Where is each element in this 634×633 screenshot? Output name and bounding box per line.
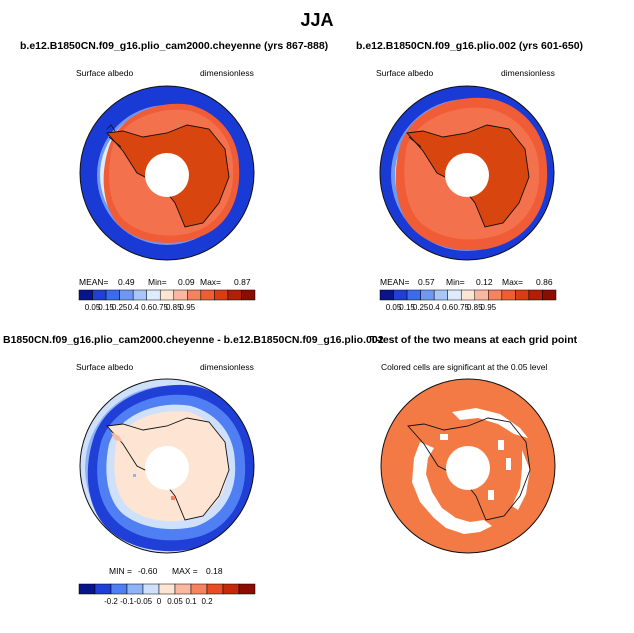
albedo-map-top-left: [79, 85, 255, 261]
colorbar-tick-label: 0: [157, 597, 162, 606]
stat-min-top-left: 0.09: [178, 277, 195, 287]
colorbar-swatch: [528, 289, 543, 301]
colorbar-swatch: [238, 583, 256, 595]
colorbar-swatch: [105, 289, 120, 301]
units-label-top-right: dimensionless: [501, 68, 555, 78]
colorbar-swatch: [142, 583, 160, 595]
colorbar-swatch: [447, 289, 462, 301]
colorbar-swatch: [173, 289, 188, 301]
colorbar-swatch: [515, 289, 530, 301]
stat-max-top-left: 0.87: [234, 277, 251, 287]
colorbar-top-left: 0.050.150.25 0.4 0.6 0.750.850.95: [78, 289, 256, 312]
units-label-top-left: dimensionless: [200, 68, 254, 78]
colorbar-swatch: [126, 583, 144, 595]
colorbar-tick-label: 0.95: [180, 303, 196, 312]
colorbar-tick-label: 0.05: [85, 303, 101, 312]
colorbar-swatch: [146, 289, 161, 301]
stat-max-label-top-left: Max=: [200, 277, 222, 287]
colorbar-tick-label: 0.6: [141, 303, 153, 312]
colorbar-tick-label: 0.15: [98, 303, 114, 312]
colorbar-swatch: [420, 289, 435, 301]
stat-max-diff: 0.18: [206, 566, 223, 576]
colorbar-tick-label: 0.25: [413, 303, 429, 312]
stat-mean-label-top-left: MEAN=: [79, 277, 109, 287]
colorbar-swatch: [159, 289, 175, 301]
colorbar-tick-label: 0.6: [442, 303, 454, 312]
stat-min-label-top-right: Min=: [446, 277, 465, 287]
variable-label-top-right: Surface albedo: [376, 68, 434, 78]
colorbar-tick-label: 0.95: [481, 303, 497, 312]
colorbar-tick-label: 0.05: [167, 597, 183, 606]
colorbar-swatch: [78, 583, 96, 595]
colorbar-swatch: [92, 289, 107, 301]
ttest-map: [380, 378, 556, 554]
colorbar-tick-label: 0.4: [429, 303, 441, 312]
stat-max-label-diff: MAX =: [172, 566, 198, 576]
colorbar-bottom-left: -0.2 -0.1 -0.05 0 0.05 0.1 0.2: [78, 583, 256, 606]
colorbar-swatch: [488, 289, 503, 301]
colorbar-swatch: [132, 289, 147, 301]
colorbar-top-right: 0.050.150.25 0.4 0.6 0.750.850.95: [379, 289, 557, 312]
colorbar-swatch: [433, 289, 448, 301]
stat-min-label-diff: MIN =: [109, 566, 132, 576]
colorbar-swatch: [460, 289, 476, 301]
variable-label-bottom-left: Surface albedo: [76, 362, 134, 372]
colorbar-swatch: [78, 289, 93, 301]
colorbar-swatch: [174, 583, 192, 595]
colorbar-swatch: [542, 289, 557, 301]
colorbar-swatch: [501, 289, 516, 301]
units-label-bottom-left: dimensionless: [200, 362, 254, 372]
colorbar-swatch: [119, 289, 134, 301]
stat-min-diff: -0.60: [138, 566, 158, 576]
stat-mean-label-top-right: MEAN=: [380, 277, 410, 287]
significance-note: Colored cells are significant at the 0.0…: [381, 362, 548, 372]
colorbar-swatch: [393, 289, 408, 301]
panel-title-bottom-left: B1850CN.f09_g16.plio_cam2000.cheyenne - …: [3, 334, 384, 346]
colorbar-swatch: [94, 583, 112, 595]
stat-mean-top-left: 0.49: [118, 277, 135, 287]
colorbar-swatch: [379, 289, 394, 301]
difference-map: [79, 378, 255, 554]
figure-title: JJA: [300, 10, 334, 30]
colorbar-swatch: [214, 289, 229, 301]
variable-label-top-left: Surface albedo: [76, 68, 134, 78]
colorbar-swatch: [206, 583, 224, 595]
stat-mean-top-right: 0.57: [418, 277, 435, 287]
colorbar-tick-label: 0.75: [453, 303, 469, 312]
stat-min-top-right: 0.12: [476, 277, 493, 287]
colorbar-tick-label: 0.05: [386, 303, 402, 312]
panel-title-bottom-right: T-test of the two means at each grid poi…: [370, 334, 578, 346]
colorbar-swatch: [474, 289, 489, 301]
colorbar-tick-label: -0.05: [134, 597, 153, 606]
colorbar-swatch: [406, 289, 421, 301]
panel-title-top-right: b.e12.B1850CN.f09_g16.plio.002 (yrs 601-…: [356, 40, 584, 52]
colorbar-tick-label: 0.75: [152, 303, 168, 312]
colorbar-tick-label: 0.15: [399, 303, 415, 312]
colorbar-tick-label: 0.25: [112, 303, 128, 312]
pole-hole: [145, 153, 189, 197]
colorbar-swatch: [222, 583, 240, 595]
stat-max-label-top-right: Max=: [502, 277, 524, 287]
colorbar-swatch: [158, 583, 176, 595]
colorbar-swatch: [110, 583, 128, 595]
colorbar-swatch: [200, 289, 215, 301]
colorbar-swatch: [187, 289, 202, 301]
colorbar-tick-label: 0.85: [467, 303, 483, 312]
colorbar-tick-label: -0.1: [120, 597, 134, 606]
panel-title-top-left: b.e12.B1850CN.f09_g16.plio_cam2000.cheye…: [20, 40, 329, 52]
colorbar-tick-label: 0.4: [128, 303, 140, 312]
stat-min-label-top-left: Min=: [148, 277, 167, 287]
stat-max-top-right: 0.86: [536, 277, 553, 287]
colorbar-swatch: [227, 289, 242, 301]
colorbar-tick-label: 0.1: [185, 597, 197, 606]
colorbar-tick-label: -0.2: [104, 597, 118, 606]
albedo-map-top-right: [379, 85, 555, 261]
colorbar-tick-label: 0.85: [166, 303, 182, 312]
colorbar-swatch: [241, 289, 256, 301]
colorbar-swatch: [190, 583, 208, 595]
colorbar-tick-label: 0.2: [201, 597, 213, 606]
